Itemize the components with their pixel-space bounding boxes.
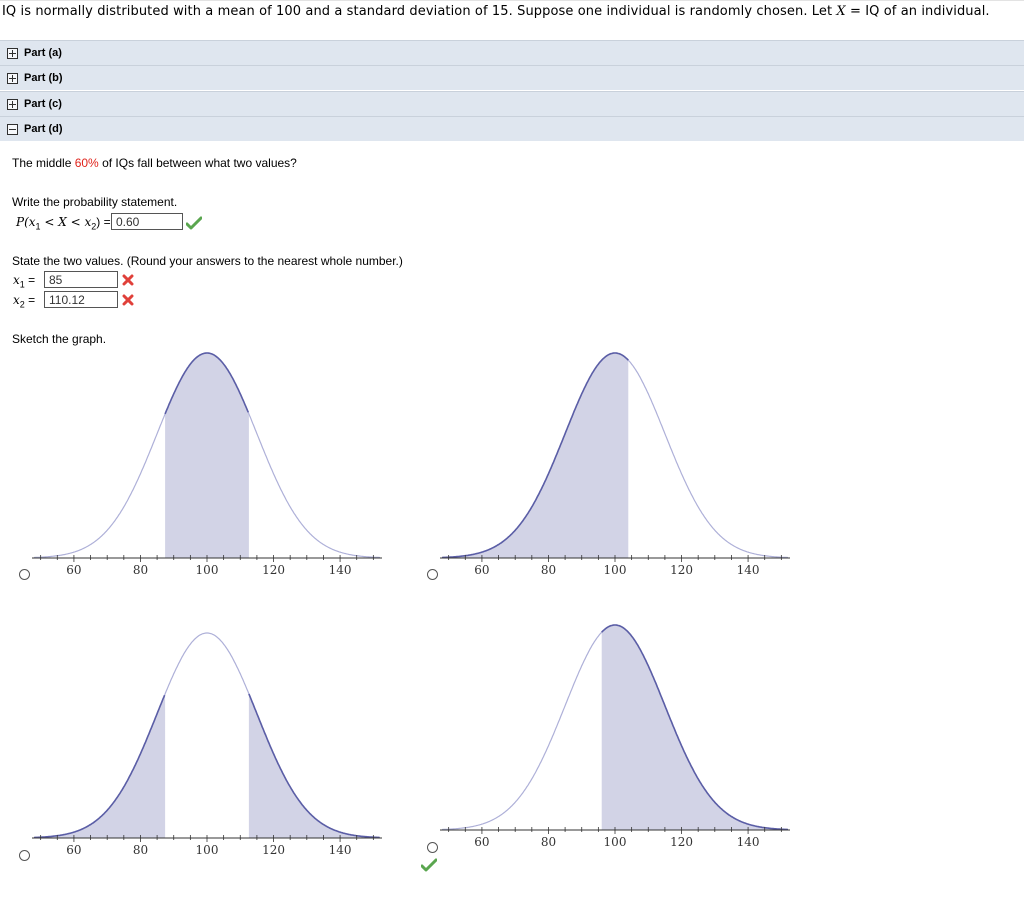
part-d-prompt: The middle 60% of IQs fall between what … (12, 156, 297, 170)
values-instruction: State the two values. (Round your answer… (12, 254, 403, 268)
part-b-header[interactable]: Part (b) (0, 65, 1024, 90)
graph-option-3-radio[interactable] (19, 850, 30, 861)
cross-icon (122, 274, 134, 286)
x-tick-label: 100 (604, 563, 627, 577)
normal-curve-graph-3: 60 80 100 120 140 (32, 632, 382, 857)
x-tick-label: 100 (604, 835, 627, 849)
x-tick-label: 80 (133, 563, 148, 577)
x-tick-label: 80 (133, 843, 148, 857)
part-a-label: Part (a) (24, 47, 62, 59)
x1-answer-field[interactable]: 85 (44, 271, 118, 288)
question-text: IQ is normally distributed with a mean o… (2, 4, 990, 19)
shaded-region-1 (165, 353, 249, 558)
probability-instruction: Write the probability statement. (12, 195, 178, 209)
normal-curve-graph-1: 60 80 100 120 140 (32, 352, 382, 577)
x-tick-label: 120 (670, 835, 693, 849)
x-tick-label: 140 (329, 563, 352, 577)
density-curve-highlight-1 (34, 694, 166, 839)
x2-answer-field[interactable]: 110.12 (44, 291, 118, 308)
density-curve-highlight-1 (164, 352, 250, 415)
checkmark-icon (186, 216, 202, 230)
x-tick-label: 140 (737, 835, 760, 849)
x-tick-label: 120 (262, 563, 285, 577)
top-divider (0, 0, 1024, 1)
part-d-label: Part (d) (24, 123, 63, 135)
x-tick-label: 140 (329, 843, 352, 857)
x-tick-label: 120 (262, 843, 285, 857)
x2-label: x2 = (13, 293, 36, 310)
density-curve (34, 632, 380, 839)
normal-curve-graph-2: 60 80 100 120 140 (440, 352, 790, 577)
x-tick-label: 100 (196, 843, 219, 857)
x1-label: x1 = (13, 273, 36, 290)
x-tick-label: 60 (66, 563, 81, 577)
x-tick-label: 120 (670, 563, 693, 577)
graph-option-1-radio[interactable] (19, 569, 30, 580)
checkmark-icon (421, 858, 437, 872)
shaded-region-1 (601, 625, 788, 830)
x-tick-label: 140 (737, 563, 760, 577)
density-curve-highlight-1 (442, 352, 629, 559)
part-c-header[interactable]: Part (c) (0, 91, 1024, 116)
sketch-instruction: Sketch the graph. (12, 332, 107, 346)
expand-icon (7, 98, 18, 110)
expand-icon (7, 72, 18, 84)
x-tick-label: 80 (541, 835, 556, 849)
x-tick-label: 60 (474, 563, 489, 577)
shaded-region-1 (34, 693, 166, 838)
part-d-header[interactable]: Part (d) (0, 116, 1024, 141)
graph-option-2-radio[interactable] (427, 569, 438, 580)
cross-icon (122, 294, 134, 306)
collapse-icon (7, 123, 18, 135)
density-curve-highlight-1 (601, 624, 788, 831)
x-tick-label: 60 (66, 843, 81, 857)
shaded-region-2 (248, 693, 380, 838)
x-tick-label: 100 (196, 563, 219, 577)
part-a-header[interactable]: Part (a) (0, 40, 1024, 65)
shaded-region-1 (442, 353, 629, 558)
x-tick-label: 60 (474, 835, 489, 849)
probability-answer-field[interactable]: 0.60 (111, 213, 183, 230)
normal-curve-graph-4: 60 80 100 120 140 (440, 624, 790, 849)
x-tick-label: 80 (541, 563, 556, 577)
graph-option-4-radio[interactable] (427, 842, 438, 853)
probability-statement-label: P(x1 < X < x2) = (16, 215, 111, 232)
density-curve-highlight-2 (248, 693, 380, 839)
expand-icon (7, 47, 18, 59)
part-b-label: Part (b) (24, 72, 63, 84)
part-c-label: Part (c) (24, 98, 62, 110)
